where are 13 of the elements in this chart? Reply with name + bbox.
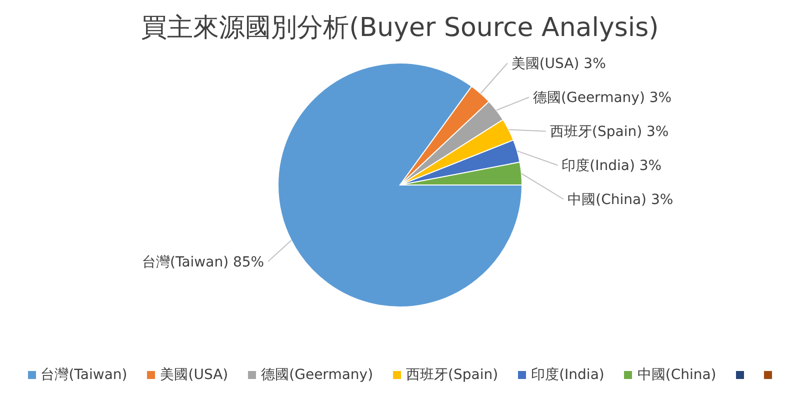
legend-label: 中國(China) (637, 366, 716, 384)
legend-label: 美國(USA) (160, 366, 228, 384)
category-label: 台灣(Taiwan) 85% (142, 254, 264, 270)
legend-label: 西班牙(Spain) (406, 366, 498, 384)
legend-label: 台灣(Taiwan) (40, 366, 128, 384)
category-label: 西班牙(Spain) 3% (550, 124, 669, 140)
chart-title: 買主來源國別分析(Buyer Source Analysis) (141, 13, 659, 43)
category-label: 印度(India) 3% (562, 158, 662, 174)
category-label: 美國(USA) 3% (511, 56, 606, 72)
legend-label: 印度(India) (531, 366, 604, 384)
category-label: 中國(China) 3% (568, 192, 674, 208)
category-label: 德國(Geermany) 3% (533, 90, 672, 106)
legend-label: 德國(Geermany) (261, 366, 374, 384)
